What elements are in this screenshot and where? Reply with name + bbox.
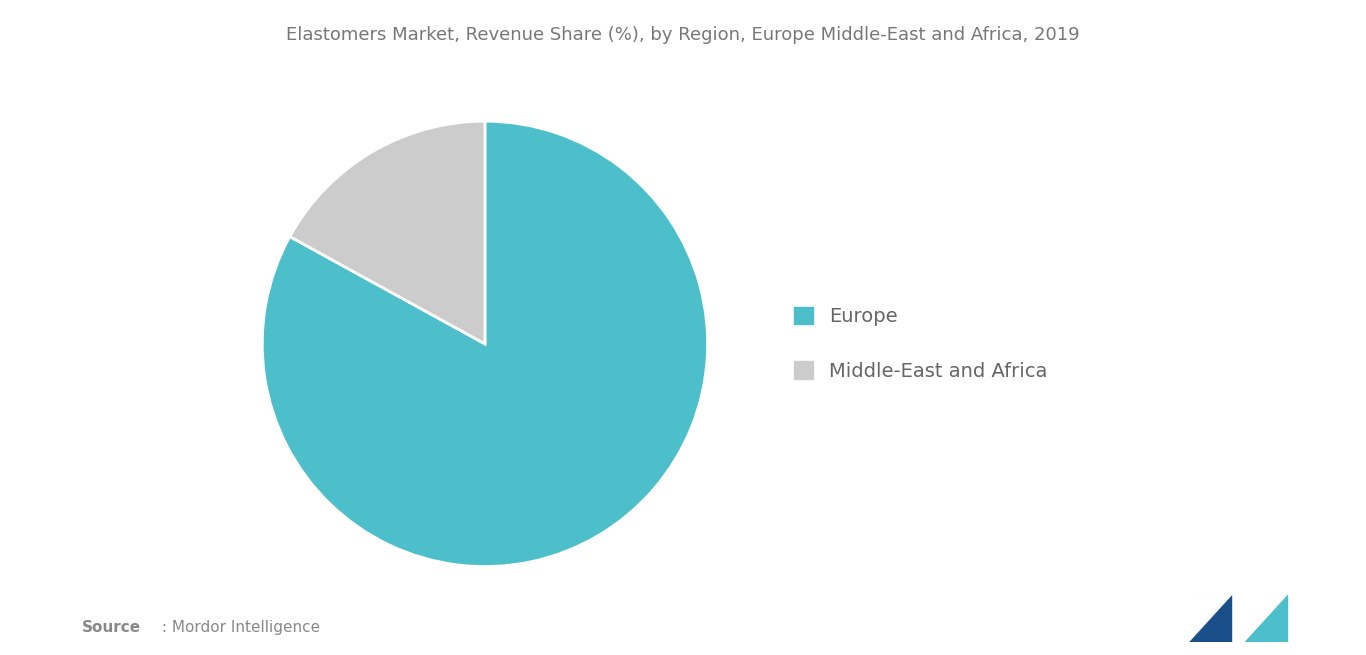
Polygon shape: [1243, 595, 1287, 642]
Text: : Mordor Intelligence: : Mordor Intelligence: [157, 620, 320, 635]
Wedge shape: [290, 121, 485, 344]
Text: Source: Source: [82, 620, 141, 635]
Polygon shape: [1188, 595, 1232, 642]
Text: Elastomers Market, Revenue Share (%), by Region, Europe Middle-East and Africa, : Elastomers Market, Revenue Share (%), by…: [287, 26, 1079, 44]
Polygon shape: [1243, 595, 1287, 642]
Legend: Europe, Middle-East and Africa: Europe, Middle-East and Africa: [784, 297, 1057, 390]
Wedge shape: [262, 121, 708, 567]
Polygon shape: [1188, 595, 1232, 642]
